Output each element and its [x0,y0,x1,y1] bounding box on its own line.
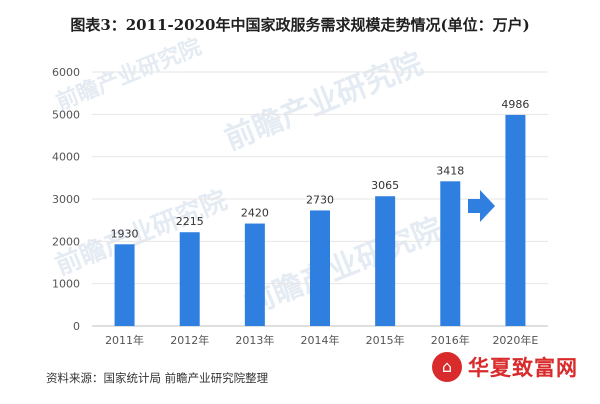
data-label: 2215 [176,215,204,228]
data-labels: 1930 2215 2420 2730 3065 3418 4986 [111,98,530,240]
y-tick-label: 6000 [52,66,80,79]
bar [310,210,330,326]
watermark-text-4: 前瞻产业研究院 [240,211,448,322]
x-tick-label: 2020年E [492,333,538,347]
bar [114,244,135,326]
bar [179,232,200,326]
brand-text: 华夏致富网 [468,356,578,380]
chart-title: 图表3：2011-2020年中国家政服务需求规模走势情况(单位：万户) [70,16,530,34]
y-tick-label: 4000 [52,151,80,164]
y-tick-label: 2000 [52,235,80,248]
y-tick-label: 1000 [52,278,80,291]
source-note: 资料来源：国家统计局 前瞻产业研究院整理 [46,371,269,385]
bar [440,181,461,326]
data-label: 3065 [371,179,399,192]
x-tick-label: 2014年 [301,333,340,347]
bars [114,114,526,327]
bar [244,223,265,326]
data-label: 1930 [111,227,139,240]
data-label: 3418 [436,164,464,177]
watermark-text-2: 前瞻产业研究院 [220,46,428,157]
y-tick-label: 0 [73,320,80,333]
y-tick-label: 5000 [52,108,80,121]
x-tick-label: 2013年 [235,333,274,347]
bar [505,114,526,327]
x-tick-label: 2012年 [170,333,209,347]
growth-arrow-icon [468,190,495,222]
home-icon: ⌂ [432,352,462,382]
data-label: 4986 [501,98,529,111]
x-axis-ticks: 2011年 2012年 2013年 2014年 2015年 2016年 2020年E [105,333,538,347]
bar [375,196,396,326]
y-tick-label: 3000 [52,193,80,206]
data-label: 2730 [306,193,334,206]
data-label: 2420 [241,207,269,220]
y-axis-ticks: 0 1000 2000 3000 4000 5000 6000 [52,66,80,333]
x-tick-label: 2015年 [366,333,405,347]
x-tick-label: 2011年 [105,333,144,347]
x-tick-label: 2016年 [431,333,470,347]
brand-logo: ⌂ 华夏致富网 [432,352,578,382]
